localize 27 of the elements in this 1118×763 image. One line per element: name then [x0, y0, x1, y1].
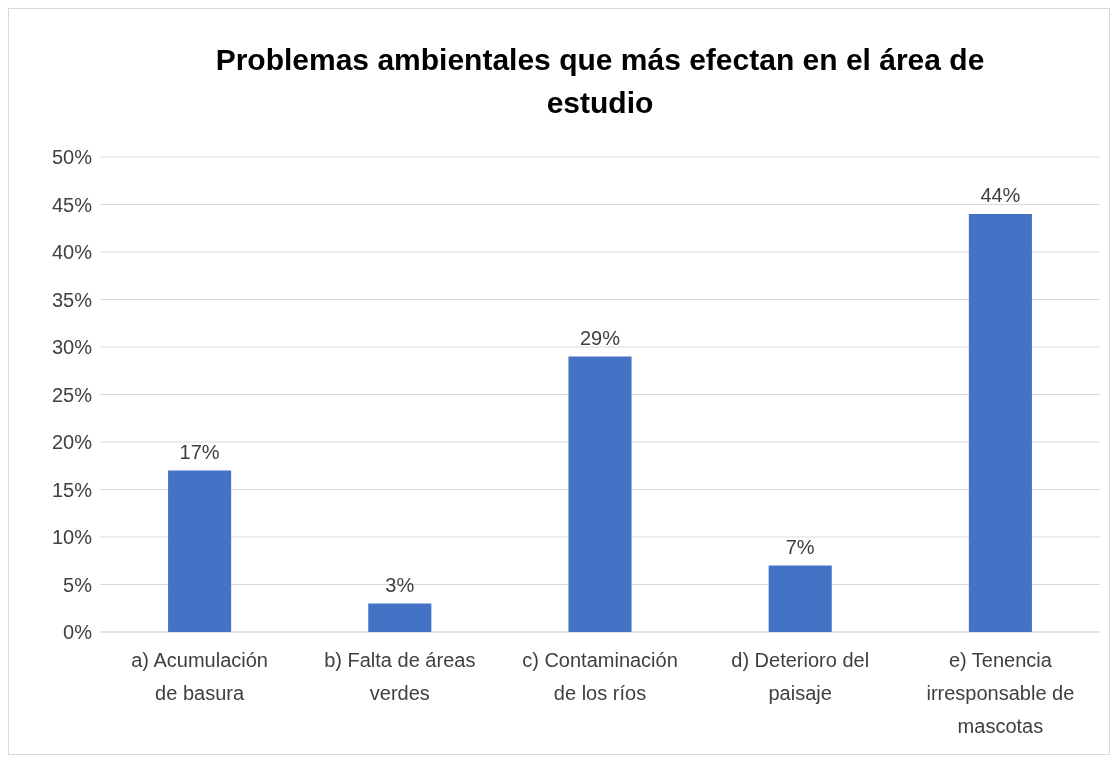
bar: [568, 356, 632, 632]
y-tick-label: 30%: [51, 336, 93, 358]
x-tick-label: e) Tenencia irresponsable de mascotas: [926, 649, 1075, 737]
x-tick-label: a) Acumulación de basura: [131, 649, 268, 704]
y-tick-label: 35%: [51, 288, 93, 311]
bar: [368, 603, 432, 632]
data-label: 7%: [785, 535, 815, 558]
x-tick-label: b) Falta de áreas verdes: [324, 649, 476, 704]
y-tick-label: 5%: [63, 573, 93, 596]
bar: [768, 565, 832, 632]
chart-title: Problemas ambientales que más efectan en el área de estudio: [215, 43, 985, 119]
y-tick-label: 25%: [51, 383, 93, 406]
bar: [968, 214, 1032, 632]
y-tick-label: 45%: [51, 193, 93, 216]
y-tick-label: 50%: [51, 146, 93, 168]
data-label: 17%: [179, 440, 220, 463]
x-tick-label: c) Contaminación de los ríos: [522, 649, 678, 704]
data-label: 3%: [385, 573, 415, 596]
x-tick-label: d) Deterioro del paisaje: [731, 649, 870, 704]
y-tick-label: 40%: [51, 241, 93, 263]
y-tick-label: 15%: [51, 478, 93, 501]
bar: [168, 470, 232, 632]
data-label: 44%: [980, 184, 1021, 206]
data-label: 29%: [579, 326, 621, 349]
y-tick-label: 20%: [51, 431, 93, 453]
y-tick-label: 10%: [51, 526, 93, 548]
y-tick-label: 0%: [63, 621, 93, 643]
